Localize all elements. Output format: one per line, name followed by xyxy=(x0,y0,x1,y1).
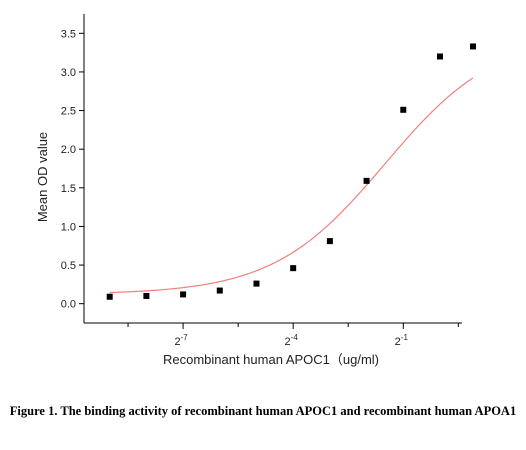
x-tick-label: 2-1 xyxy=(395,333,409,348)
fit-curve xyxy=(109,77,474,294)
y-tick-label: 1.5 xyxy=(61,183,76,195)
chart: 0.0 0.5 1.0 1.5 2.0 2.5 3.0 3.5 2-7 2-4 2-1 Mean O… xyxy=(35,14,477,367)
data-point xyxy=(436,53,443,60)
y-tick-label: 0.0 xyxy=(61,299,76,311)
y-axis-title: Mean OD value xyxy=(35,132,50,222)
data-point xyxy=(400,106,407,113)
y-tick-label: 2.0 xyxy=(61,144,76,156)
data-point xyxy=(180,291,187,298)
data-point xyxy=(290,265,297,272)
y-tick-label: 3.5 xyxy=(61,28,76,40)
x-tick-label: 2-7 xyxy=(174,333,188,348)
y-tick-label: 1.0 xyxy=(61,221,76,233)
ticks: 0.0 0.5 1.0 1.5 2.0 2.5 3.0 3.5 2-7 2-4 2-1 xyxy=(61,28,459,348)
data-point xyxy=(253,280,260,287)
data-point xyxy=(216,287,223,294)
y-tick-label: 3.0 xyxy=(61,67,76,79)
axes xyxy=(83,14,462,324)
data-point xyxy=(106,293,113,300)
y-tick-label: 0.5 xyxy=(61,260,76,272)
data-point xyxy=(143,292,150,299)
y-tick-label: 2.5 xyxy=(61,106,76,118)
x-tick-label: 2-4 xyxy=(285,333,299,348)
data-points xyxy=(106,43,477,300)
data-point xyxy=(326,238,333,245)
x-axis-title: Recombinant human APOC1（ug/ml) xyxy=(163,352,379,367)
data-point xyxy=(470,43,477,50)
figure-caption: Figure 1. The binding activity of recomb… xyxy=(9,404,517,418)
data-point xyxy=(363,177,370,184)
